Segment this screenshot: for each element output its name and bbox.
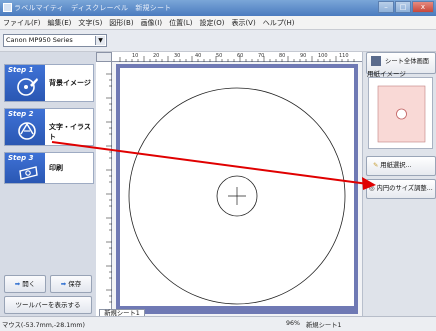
ruler-label: 90 bbox=[300, 53, 306, 59]
step-badge-label: Step 2 bbox=[8, 110, 34, 118]
printer-icon bbox=[19, 166, 38, 180]
save-label: 保存 bbox=[68, 280, 82, 288]
title-bar: ラベルマイティ ディスクレーベル 新規シート – □ x bbox=[0, 0, 436, 16]
step-print-label: 印刷 bbox=[49, 164, 63, 172]
show-toolbar-button[interactable]: ツールバーを表示する bbox=[4, 296, 92, 314]
maximize-button[interactable]: □ bbox=[395, 1, 411, 13]
minimize-button[interactable]: – bbox=[378, 1, 394, 13]
menu-image[interactable]: 画像(I) bbox=[140, 18, 163, 27]
printer-select-value: Canon MP950 Series bbox=[6, 36, 73, 44]
menu-bar: ファイル(F) 編集(E) 文字(S) 図形(B) 画像(I) 位置(L) 設定… bbox=[0, 16, 436, 30]
printer-select[interactable]: Canon MP950 Series ▼ bbox=[3, 34, 107, 47]
zoom-level: 96% bbox=[286, 320, 300, 327]
label-sheet-paper[interactable] bbox=[120, 68, 354, 306]
paper-select-icon: ✎ bbox=[373, 162, 379, 169]
toolbar: Canon MP950 Series ▼ bbox=[0, 30, 436, 52]
ruler-label: 20 bbox=[153, 53, 159, 59]
label-sheet[interactable] bbox=[116, 64, 358, 314]
menu-shape[interactable]: 図形(B) bbox=[109, 18, 134, 27]
disc-paint-icon bbox=[17, 78, 38, 96]
menu-edit[interactable]: 編集(E) bbox=[47, 18, 72, 27]
open-label: 開く bbox=[22, 280, 36, 288]
paper-preview bbox=[368, 77, 433, 149]
disc-hole-outline bbox=[216, 175, 258, 217]
step-badge-label: Step 1 bbox=[8, 66, 34, 74]
ruler-label: 10 bbox=[132, 53, 138, 59]
chevron-down-icon[interactable]: ▼ bbox=[95, 36, 105, 45]
save-icon: ➡ bbox=[60, 280, 67, 288]
sheet-view-icon bbox=[371, 56, 381, 66]
step-text-label: 文字・イラスト bbox=[49, 123, 91, 141]
text-illustration-icon bbox=[18, 122, 36, 140]
step-text-button[interactable]: Step 2 文字・イラスト bbox=[4, 108, 94, 146]
ruler-label: 40 bbox=[195, 53, 201, 59]
whole-sheet-view-button[interactable]: シート全体画面 bbox=[366, 52, 436, 74]
step-badge: Step 1 bbox=[5, 65, 45, 101]
status-bar: マウス(-53.7mm,-28.1mm) 96% 新規シート1 bbox=[0, 316, 436, 331]
disc-outline bbox=[128, 87, 346, 305]
menu-file[interactable]: ファイル(F) bbox=[3, 18, 41, 27]
inner-circle-size-label: 内円のサイズ調整... bbox=[376, 185, 433, 192]
menu-position[interactable]: 位置(L) bbox=[169, 18, 193, 27]
step-badge: Step 3 bbox=[5, 153, 45, 183]
menu-help[interactable]: ヘルプ(H) bbox=[262, 18, 295, 27]
whole-sheet-view-label: シート全体画面 bbox=[385, 58, 430, 65]
horizontal-ruler: 10 20 30 40 50 60 70 80 90 100 110 bbox=[112, 52, 362, 62]
paper-image-heading: 用紙イメージ bbox=[367, 70, 406, 78]
menu-text[interactable]: 文字(S) bbox=[78, 18, 103, 27]
paper-select-label: 用紙選択... bbox=[380, 162, 412, 169]
step-badge-label: Step 3 bbox=[8, 154, 34, 162]
ruler-label: 80 bbox=[279, 53, 285, 59]
ruler-label: 70 bbox=[258, 53, 264, 59]
open-button[interactable]: ➡ 開く bbox=[4, 275, 46, 293]
inner-circle-icon: ◎ bbox=[369, 185, 375, 192]
canvas-area: 10 20 30 40 50 60 70 80 90 100 110 bbox=[96, 52, 362, 316]
step-background-button[interactable]: Step 1 背景イメージ bbox=[4, 64, 94, 102]
inner-circle-size-button[interactable]: ◎ 内円のサイズ調整... bbox=[366, 179, 436, 199]
step-badge: Step 2 bbox=[5, 109, 45, 145]
ruler-label: 60 bbox=[237, 53, 243, 59]
ruler-label: 110 bbox=[339, 53, 349, 59]
step-background-label: 背景イメージ bbox=[49, 79, 91, 87]
right-panel: シート全体画面 用紙イメージ ✎ 用紙選択... ◎ 内円のサイズ調整... bbox=[362, 52, 436, 316]
menu-settings[interactable]: 設定(O) bbox=[199, 18, 225, 27]
app-icon bbox=[3, 3, 12, 12]
status-sheet-name: 新規シート1 bbox=[306, 322, 342, 329]
menu-view[interactable]: 表示(V) bbox=[231, 18, 256, 27]
vertical-ruler bbox=[96, 62, 112, 316]
ruler-label: 100 bbox=[318, 53, 328, 59]
window-title: ラベルマイティ ディスクレーベル 新規シート bbox=[14, 4, 172, 12]
ruler-label: 50 bbox=[216, 53, 222, 59]
mouse-position: マウス(-53.7mm,-28.1mm) bbox=[2, 322, 85, 329]
ruler-label: 30 bbox=[174, 53, 180, 59]
close-button[interactable]: x bbox=[412, 1, 434, 13]
step-sidebar: Step 1 背景イメージ Step 2 文字・イラスト Step 3 bbox=[0, 52, 96, 331]
step-print-button[interactable]: Step 3 印刷 bbox=[4, 152, 94, 184]
save-button[interactable]: ➡ 保存 bbox=[50, 275, 92, 293]
folder-open-icon: ➡ bbox=[14, 280, 21, 288]
ruler-corner bbox=[96, 52, 112, 62]
